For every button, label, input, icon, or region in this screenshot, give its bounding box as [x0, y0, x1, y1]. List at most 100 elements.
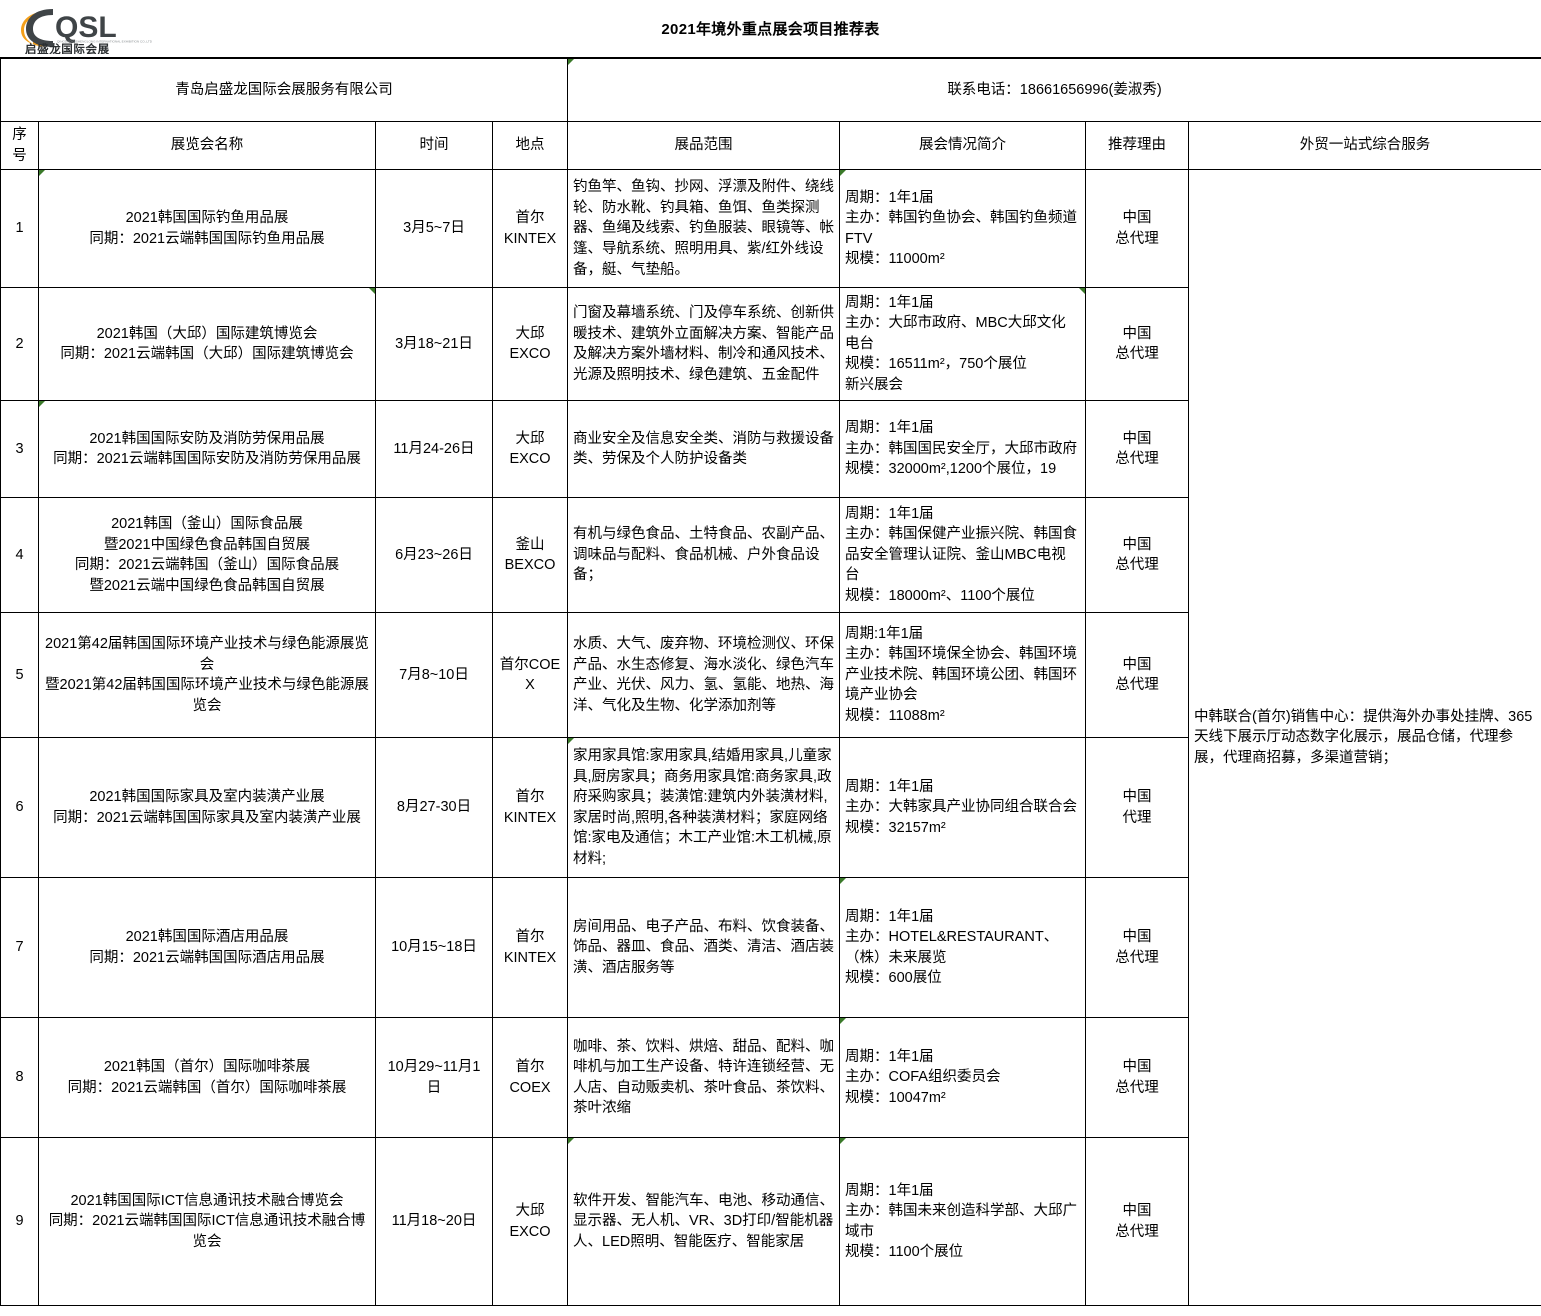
- note-marker-icon: [39, 401, 45, 408]
- col-header-date: 时间: [375, 120, 493, 171]
- cell-date: 10月15~18日: [375, 877, 493, 1019]
- document-banner: QSL QINGDAO QISHENGLONG INTERNATIONAL EX…: [0, 0, 1541, 58]
- cell-intro: 周期：1年1届 主办：韩国国民安全厅，大邱市政府 规模：32000m²,1200…: [839, 400, 1086, 499]
- cell-date: 7月8~10日: [375, 612, 493, 739]
- cell-scope: 咖啡、茶、饮料、烘焙、甜品、配料、咖啡机与加工生产设备、特许连锁经营、无人店、自…: [567, 1017, 840, 1139]
- qsl-logo-icon: QSL QINGDAO QISHENGLONG INTERNATIONAL EX…: [20, 8, 153, 54]
- col-header-no: 序号: [0, 120, 39, 171]
- cell-date: 3月18~21日: [375, 287, 493, 402]
- note-marker-icon: [568, 738, 574, 745]
- cell-reason: 中国 总代理: [1085, 400, 1189, 499]
- cell-no: 5: [0, 612, 39, 739]
- company-logo: QSL QINGDAO QISHENGLONG INTERNATIONAL EX…: [0, 0, 170, 57]
- cell-reason: 中国 总代理: [1085, 1017, 1189, 1139]
- cell-scope: 钓鱼竿、鱼钩、抄网、浮漂及附件、绕线轮、防水靴、钓具箱、鱼饵、鱼类探测器、鱼绳及…: [567, 169, 840, 289]
- col-header-intro: 展会情况简介: [839, 120, 1086, 171]
- cell-no: 2: [0, 287, 39, 402]
- cell-date: 6月23~26日: [375, 497, 493, 614]
- cell-reason: 中国 总代理: [1085, 1137, 1189, 1307]
- cell-scope: 有机与绿色食品、土特食品、农副产品、调味品与配料、食品机械、户外食品设备；: [567, 497, 840, 614]
- col-header-scope: 展品范围: [567, 120, 840, 171]
- exhibition-table: 青岛启盛龙国际会展服务有限公司 联系电话：18661656996(姜淑秀) 序号…: [0, 58, 1541, 1307]
- note-marker-icon: [568, 1138, 574, 1145]
- table-row: 1 2021韩国国际钓鱼用品展 同期：2021云端韩国国际钓鱼用品展 3月5~7…: [0, 169, 1541, 1307]
- cell-date: 8月27-30日: [375, 737, 493, 879]
- cell-scope: 软件开发、智能汽车、电池、移动通信、显示器、无人机、VR、3D打印/智能机器人、…: [567, 1137, 840, 1307]
- cell-scope: 家用家具馆:家用家具,结婚用家具,儿童家具,厨房家具；商务用家具馆:商务家具,政…: [567, 737, 840, 879]
- col-header-name: 展览会名称: [38, 120, 376, 171]
- cell-reason: 中国 总代理: [1085, 497, 1189, 614]
- table-row: 5 2021第42届韩国国际环境产业技术与绿色能源展览会 暨2021第42届韩国…: [0, 612, 1541, 739]
- cell-date: 3月5~7日: [375, 169, 493, 289]
- cell-reason: 中国 代理: [1085, 737, 1189, 879]
- cell-name: 2021韩国国际ICT信息通讯技术融合博览会 同期：2021云端韩国国际ICT信…: [38, 1137, 376, 1307]
- cell-venue: 首尔 COEX: [492, 1017, 568, 1139]
- cell-intro: 周期：1年1届 主办：韩国未来创造科学部、大邱广域市 规模：1100个展位: [839, 1137, 1086, 1307]
- cell-name: 2021第42届韩国国际环境产业技术与绿色能源展览会 暨2021第42届韩国国际…: [38, 612, 376, 739]
- note-marker-icon: [1079, 288, 1085, 295]
- cell-no: 4: [0, 497, 39, 614]
- cell-name: 2021韩国国际安防及消防劳保用品展 同期：2021云端韩国国际安防及消防劳保用…: [38, 400, 376, 499]
- svg-text:QSL: QSL: [55, 11, 117, 44]
- company-contact-row: 青岛启盛龙国际会展服务有限公司 联系电话：18661656996(姜淑秀): [0, 58, 1541, 122]
- cell-no: 6: [0, 737, 39, 879]
- cell-no: 8: [0, 1017, 39, 1139]
- note-marker-icon: [840, 878, 846, 885]
- cell-no: 1: [0, 169, 39, 289]
- table-row: 4 2021韩国（釜山）国际食品展 暨2021中国绿色食品韩国自贸展 同期：20…: [0, 497, 1541, 614]
- cell-intro: 周期：1年1届 主办：HOTEL&RESTAURANT、（株）未来展览 规模：6…: [839, 877, 1086, 1019]
- table-row: 6 2021韩国国际家具及室内装潢产业展 同期：2021云端韩国国际家具及室内装…: [0, 737, 1541, 879]
- cell-name: 2021韩国（首尔）国际咖啡茶展 同期：2021云端韩国（首尔）国际咖啡茶展: [38, 1017, 376, 1139]
- note-marker-icon: [840, 1138, 846, 1145]
- cell-name: 2021韩国国际钓鱼用品展 同期：2021云端韩国国际钓鱼用品展: [38, 169, 376, 289]
- cell-scope: 门窗及幕墙系统、门及停车系统、创新供暖技术、建筑外立面解决方案、智能产品及解决方…: [567, 287, 840, 402]
- cell-no: 9: [0, 1137, 39, 1307]
- page-title: 2021年境外重点展会项目推荐表: [661, 21, 880, 38]
- col-header-venue: 地点: [492, 120, 568, 171]
- col-header-reason: 推荐理由: [1085, 120, 1189, 171]
- cell-venue: 首尔 KINTEX: [492, 737, 568, 879]
- cell-venue: 大邱 EXCO: [492, 1137, 568, 1307]
- cell-intro: 周期：1年1届 主办：韩国钓鱼协会、韩国钓鱼频道FTV 规模：11000m²: [839, 169, 1086, 289]
- svg-text:QINGDAO QISHENGLONG INTERNATIO: QINGDAO QISHENGLONG INTERNATIONAL EXHIBI…: [57, 39, 153, 43]
- cell-scope: 商业安全及信息安全类、消防与救援设备类、劳保及个人防护设备类: [567, 400, 840, 499]
- table-row: 7 2021韩国国际酒店用品展 同期：2021云端韩国国际酒店用品展 10月15…: [0, 877, 1541, 1019]
- table-row: 3 2021韩国国际安防及消防劳保用品展 同期：2021云端韩国国际安防及消防劳…: [0, 400, 1541, 499]
- table-row: 8 2021韩国（首尔）国际咖啡茶展 同期：2021云端韩国（首尔）国际咖啡茶展…: [0, 1017, 1541, 1139]
- cell-intro: 周期：1年1届 主办：COFA组织委员会 规模：10047m²: [839, 1017, 1086, 1139]
- cell-venue: 首尔 KINTEX: [492, 877, 568, 1019]
- cell-date: 10月29~11月1日: [375, 1017, 493, 1139]
- cell-intro: 周期：1年1届 主办：大邱市政府、MBC大邱文化电台 规模：16511m²，75…: [839, 287, 1086, 402]
- note-marker-icon: [39, 170, 45, 177]
- cell-venue: 釜山 BEXCO: [492, 497, 568, 614]
- note-marker-icon: [840, 1018, 846, 1025]
- cell-venue: 首尔 KINTEX: [492, 169, 568, 289]
- cell-reason: 中国 总代理: [1085, 169, 1189, 289]
- note-marker-icon: [369, 288, 375, 295]
- cell-service: 中韩联合(首尔)销售中心：提供海外办事处挂牌、365天线下展示厅动态数字化展示，…: [1188, 169, 1541, 1307]
- cell-name: 2021韩国（釜山）国际食品展 暨2021中国绿色食品韩国自贸展 同期：2021…: [38, 497, 376, 614]
- table-header-row: 序号 展览会名称 时间 地点 展品范围 展会情况简介 推荐理由 外贸一站式综合服…: [0, 120, 1541, 171]
- cell-intro: 周期:1年1届 主办：韩国环境保全协会、韩国环境产业技术院、韩国环境公团、韩国环…: [839, 612, 1086, 739]
- cell-venue: 首尔COEX: [492, 612, 568, 739]
- cell-name: 2021韩国（大邱）国际建筑博览会 同期：2021云端韩国（大邱）国际建筑博览会: [38, 287, 376, 402]
- cell-date: 11月24-26日: [375, 400, 493, 499]
- cell-venue: 大邱 EXCO: [492, 287, 568, 402]
- svg-text:启盛龙国际会展: 启盛龙国际会展: [25, 42, 110, 54]
- note-marker-icon: [568, 59, 574, 65]
- cell-date: 11月18~20日: [375, 1137, 493, 1307]
- cell-reason: 中国 总代理: [1085, 877, 1189, 1019]
- cell-scope: 房间用品、电子产品、布料、饮食装备、饰品、器皿、食品、酒类、清洁、酒店装潢、酒店…: [567, 877, 840, 1019]
- company-name-cell: 青岛启盛龙国际会展服务有限公司: [0, 58, 568, 122]
- cell-reason: 中国 总代理: [1085, 287, 1189, 402]
- contact-phone-cell: 联系电话：18661656996(姜淑秀): [567, 58, 1541, 122]
- note-marker-icon: [840, 170, 846, 177]
- cell-intro: 周期：1年1届 主办：大韩家具产业协同组合联合会 规模：32157m²: [839, 737, 1086, 879]
- cell-venue: 大邱 EXCO: [492, 400, 568, 499]
- table-row: 9 2021韩国国际ICT信息通讯技术融合博览会 同期：2021云端韩国国际IC…: [0, 1137, 1541, 1307]
- cell-name: 2021韩国国际酒店用品展 同期：2021云端韩国国际酒店用品展: [38, 877, 376, 1019]
- cell-intro: 周期：1年1届 主办：韩国保健产业振兴院、韩国食品安全管理认证院、釜山MBC电视…: [839, 497, 1086, 614]
- col-header-service: 外贸一站式综合服务: [1188, 120, 1541, 171]
- cell-reason: 中国 总代理: [1085, 612, 1189, 739]
